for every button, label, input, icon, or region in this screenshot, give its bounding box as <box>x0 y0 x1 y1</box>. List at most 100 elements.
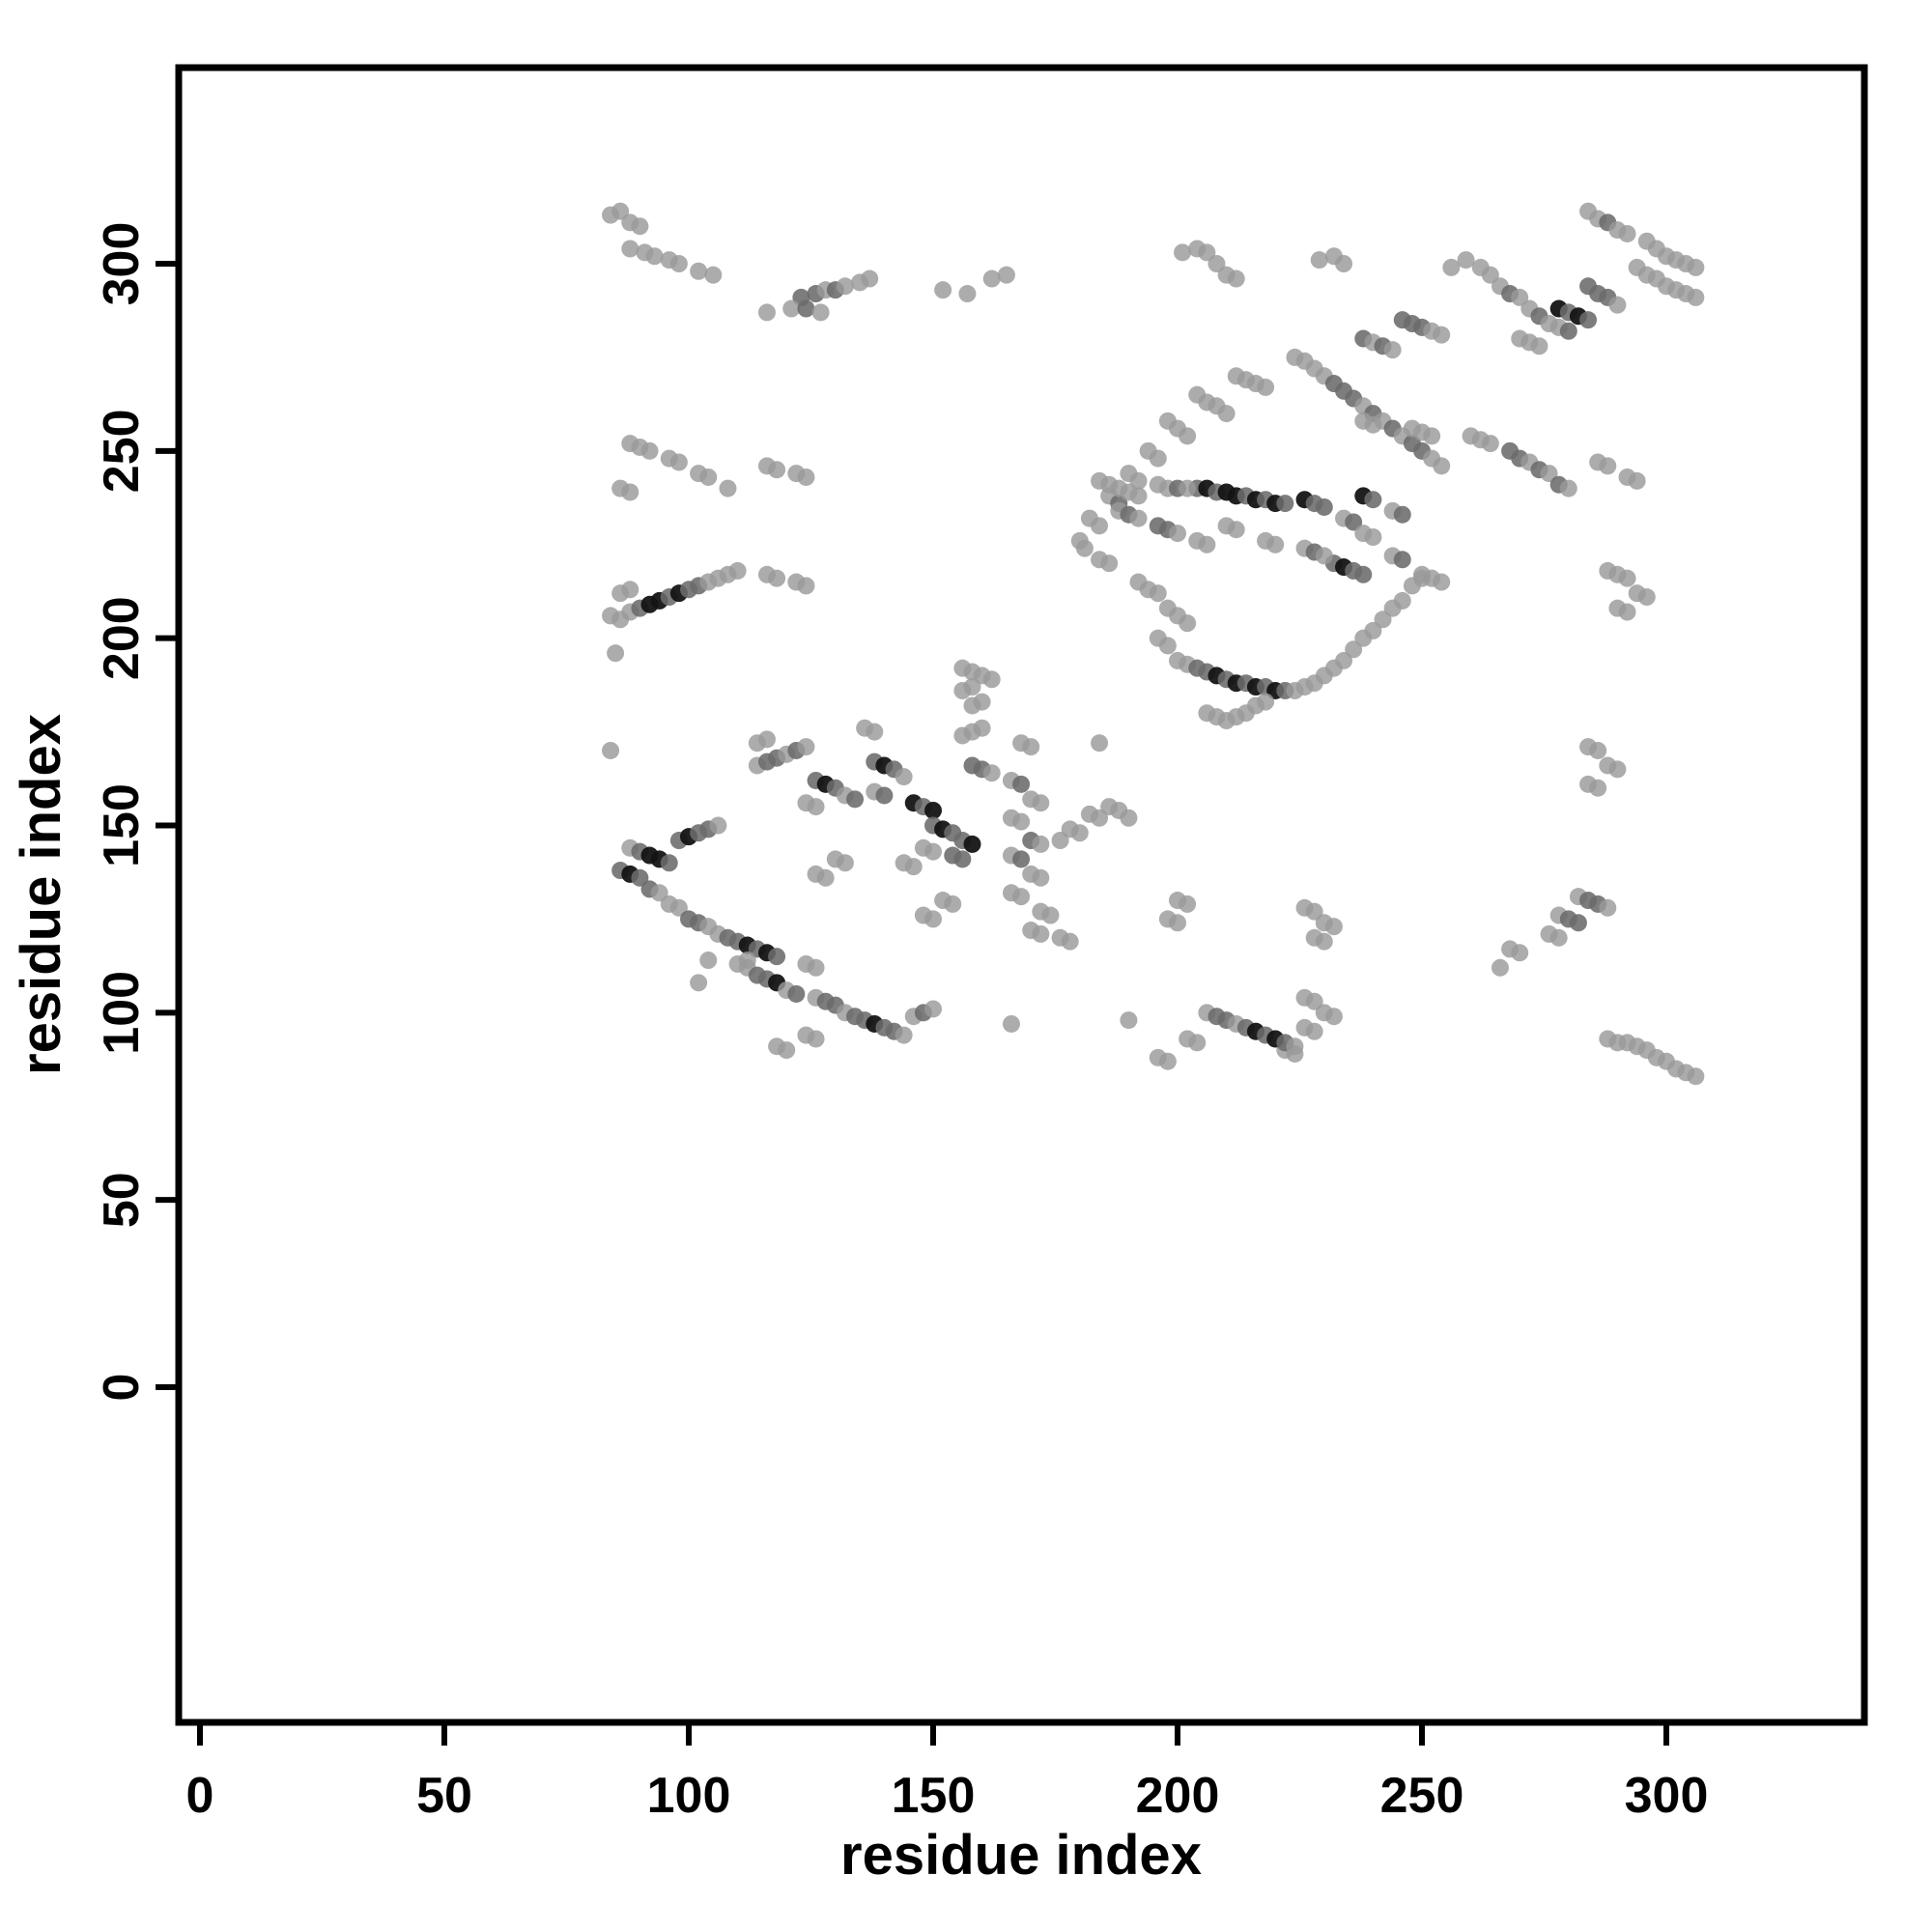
data-point <box>1310 251 1328 270</box>
data-point <box>1179 427 1197 445</box>
data-point <box>1315 547 1333 565</box>
data-point <box>607 644 625 663</box>
data-point <box>973 719 991 737</box>
data-point <box>1442 258 1461 276</box>
data-point <box>631 868 649 887</box>
data-point <box>963 678 981 696</box>
data-point <box>1540 465 1558 483</box>
data-point <box>1012 888 1031 906</box>
data-point <box>1589 741 1607 759</box>
data-point <box>650 884 668 902</box>
x-tick-label: 150 <box>892 1768 976 1824</box>
data-point <box>778 1041 796 1060</box>
data-point <box>1257 378 1275 396</box>
data-point <box>1433 573 1451 591</box>
data-point <box>1227 270 1245 288</box>
data-point <box>1149 584 1167 603</box>
data-point <box>1198 243 1216 262</box>
data-point <box>1032 924 1050 943</box>
data-point <box>1129 487 1148 505</box>
data-point <box>1423 427 1441 445</box>
data-point <box>1041 906 1060 924</box>
data-point <box>1335 651 1353 669</box>
data-point <box>1383 341 1402 359</box>
data-point <box>924 1000 942 1018</box>
data-point <box>1002 1014 1020 1033</box>
data-point <box>709 816 727 835</box>
data-point <box>728 561 747 580</box>
data-point <box>1198 535 1216 554</box>
data-point <box>982 670 1001 689</box>
data-point <box>1217 405 1236 423</box>
data-point <box>1051 832 1069 850</box>
data-point <box>866 723 884 741</box>
y-tick-label: 250 <box>94 409 150 493</box>
x-tick-label: 300 <box>1625 1768 1709 1824</box>
data-point <box>811 303 830 322</box>
data-point <box>1364 415 1382 434</box>
y-axis-title: residue index <box>10 714 72 1075</box>
data-point <box>1457 251 1475 270</box>
data-point <box>1393 551 1411 569</box>
data-point <box>1257 693 1275 711</box>
data-point <box>1061 932 1079 951</box>
data-point <box>768 569 786 587</box>
data-point <box>1599 898 1617 917</box>
data-point <box>1393 505 1411 524</box>
data-point <box>924 910 942 928</box>
data-point <box>1687 288 1705 306</box>
data-point <box>1032 835 1050 853</box>
data-point <box>944 895 962 913</box>
data-point <box>1227 521 1245 539</box>
data-point <box>963 663 981 681</box>
data-point <box>807 958 825 977</box>
data-point <box>997 266 1015 284</box>
data-point <box>1091 734 1109 753</box>
data-point <box>621 483 639 501</box>
data-point <box>982 270 1001 288</box>
data-point <box>1179 895 1197 913</box>
data-point <box>895 768 913 786</box>
data-point <box>1413 569 1431 587</box>
data-point <box>1120 809 1138 827</box>
data-point <box>1179 614 1197 633</box>
data-point <box>690 262 708 280</box>
data-point <box>1687 1067 1705 1086</box>
data-point <box>1324 1008 1343 1026</box>
data-point <box>1549 928 1568 947</box>
data-point <box>816 868 835 887</box>
data-point <box>768 461 786 479</box>
data-point <box>757 303 776 322</box>
data-point <box>1266 535 1285 554</box>
data-point <box>1286 1037 1304 1056</box>
data-point <box>1091 809 1109 827</box>
data-point <box>861 270 879 288</box>
data-point <box>1012 812 1031 831</box>
data-point <box>787 984 806 1003</box>
data-point <box>1608 1034 1627 1052</box>
data-point <box>704 266 723 284</box>
data-point <box>1022 738 1040 756</box>
data-point <box>1158 637 1177 655</box>
data-point <box>1305 902 1323 921</box>
data-point <box>1559 322 1577 340</box>
data-point <box>1618 569 1636 587</box>
data-point <box>1345 640 1363 659</box>
data-point <box>1569 914 1587 932</box>
data-point <box>836 854 854 872</box>
data-point <box>1032 868 1050 887</box>
data-point <box>1012 775 1031 793</box>
data-point <box>1481 435 1499 453</box>
x-tick-label: 200 <box>1136 1768 1220 1824</box>
y-axis-ticks: 0 50 100 150 200 250 300 <box>94 222 179 1401</box>
y-tick-label: 150 <box>94 783 150 867</box>
data-point <box>1481 266 1499 284</box>
data-point <box>1354 565 1373 583</box>
data-point <box>640 441 659 460</box>
data-point <box>1579 311 1598 329</box>
data-point <box>1364 491 1382 509</box>
data-point <box>958 285 977 303</box>
plot-frame-border <box>175 64 1868 1726</box>
y-tick-label: 50 <box>94 1172 150 1228</box>
